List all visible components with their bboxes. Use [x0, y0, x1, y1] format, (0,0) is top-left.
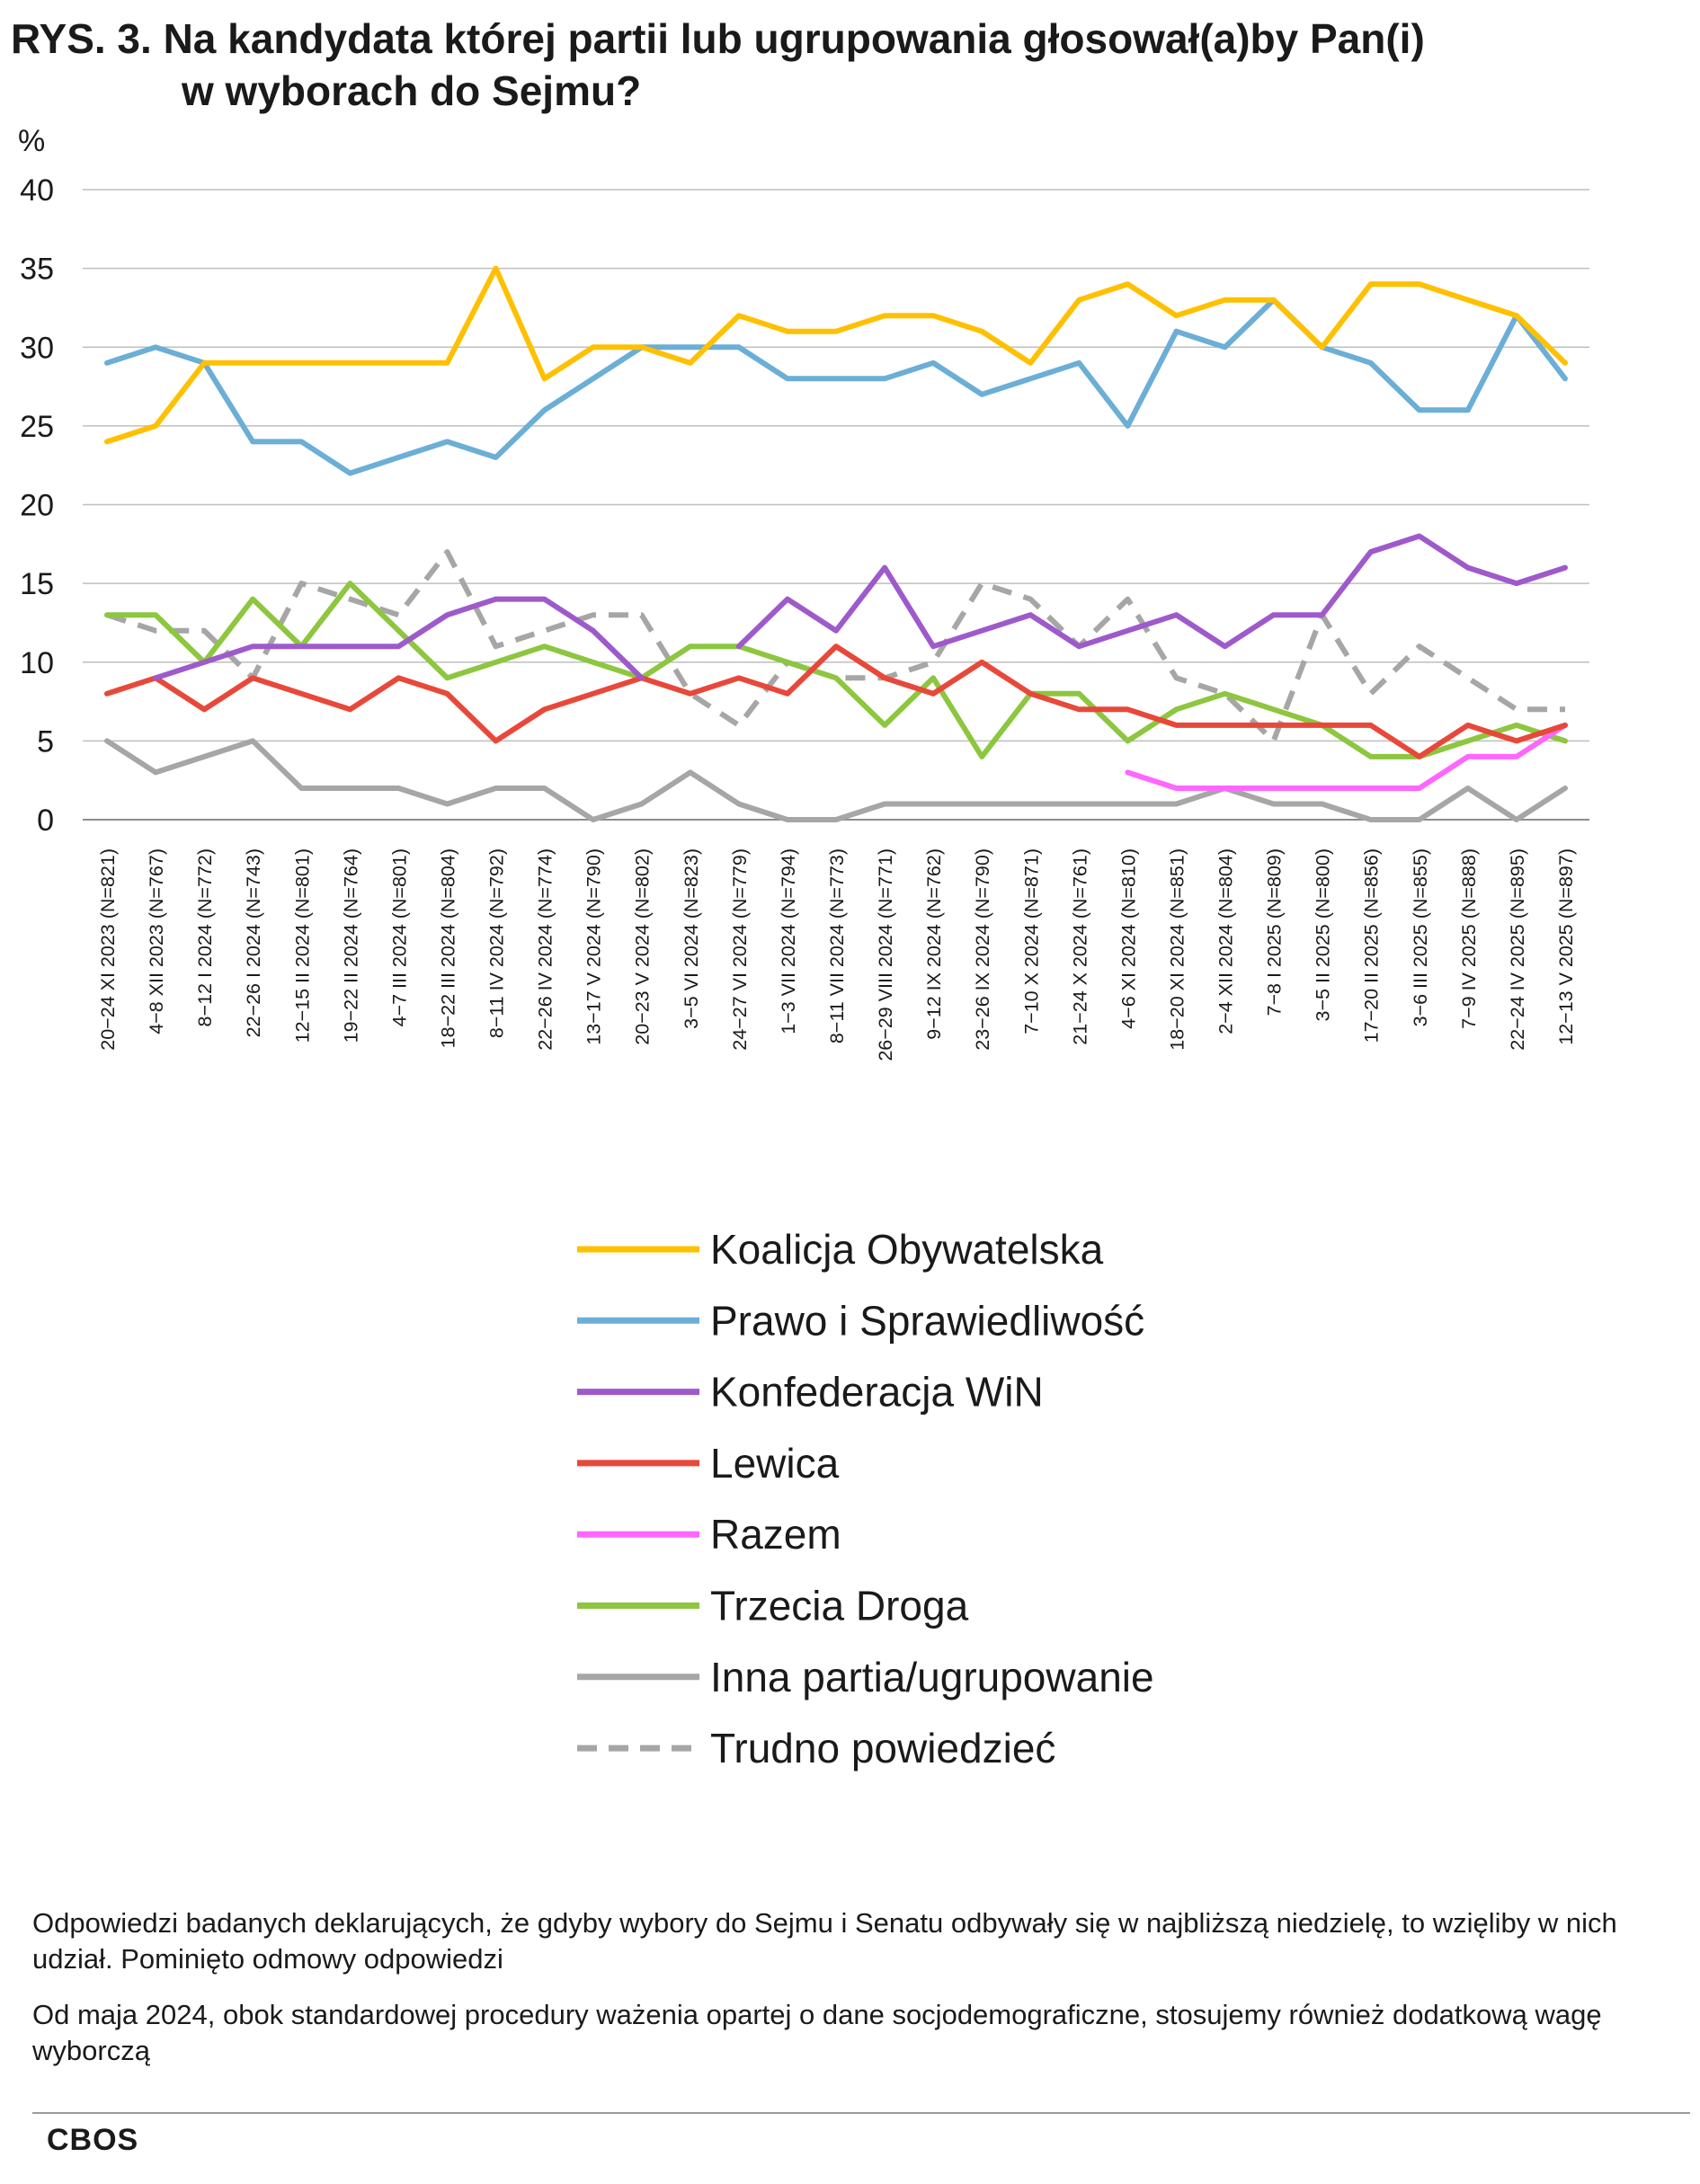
- series-line-inna-partia-ugrupowanie: [104, 738, 1568, 822]
- series-line-prawo-i-sprawiedliwo: [104, 297, 1568, 476]
- legend-label-prawo-i-sprawiedliwo: Prawo i Sprawiedliwość: [710, 1297, 1144, 1344]
- chart-title-line1: RYS. 3. Na kandydata której partii lub u…: [11, 15, 1425, 62]
- footnote-respondents: Odpowiedzi badanych deklarujących, że gd…: [32, 1907, 1617, 1975]
- y-tick-label: 5: [37, 724, 54, 759]
- series-line-konfederacja-win: [153, 596, 645, 681]
- x-tick-label: 20−24 XI 2023 (N=821): [97, 848, 119, 1051]
- x-tick-label: 8−11 IV 2024 (N=792): [486, 848, 508, 1038]
- series-line-lewica: [104, 644, 1568, 759]
- x-tick-label: 21−24 X 2024 (N=761): [1069, 848, 1090, 1045]
- legend-label-koalicja-obywatelska: Koalicja Obywatelska: [710, 1226, 1104, 1273]
- x-tick-label: 7−8 I 2025 (N=809): [1264, 848, 1286, 1016]
- x-tick-label: 4−6 XI 2024 (N=810): [1117, 848, 1139, 1029]
- footnote-weighting: Od maja 2024, obok standardowej procedur…: [32, 1999, 1602, 2066]
- x-tick-label: 17−20 II 2025 (N=856): [1361, 848, 1383, 1043]
- legend-label-razem: Razem: [710, 1511, 841, 1558]
- x-tick-label: 18−22 III 2024 (N=804): [437, 848, 458, 1048]
- x-tick-label: 4−8 XII 2023 (N=767): [146, 848, 167, 1034]
- y-tick-label: 40: [20, 173, 54, 208]
- chart-title-line2: w wyborach do Sejmu?: [182, 67, 642, 114]
- line-chart: % 0 5 10 15 20 25 30 35 40 20−24 XI 2023 (N=821) 4…: [18, 124, 1589, 1771]
- legend-label-konfederacja-win: Konfederacja WiN: [710, 1369, 1044, 1416]
- brand-logo: CBOS: [47, 2123, 139, 2157]
- y-axis-unit-label: %: [18, 124, 45, 158]
- x-tick-label: 3−5 II 2025 (N=800): [1313, 848, 1334, 1021]
- legend-label-trudno-powiedzie: Trudno powiedzieć: [710, 1725, 1055, 1771]
- x-tick-label: 19−22 II 2024 (N=764): [340, 848, 361, 1043]
- y-tick-label: 15: [20, 567, 54, 601]
- series-lines: [104, 265, 1568, 822]
- x-tick-label: 1−3 VII 2024 (N=794): [778, 848, 799, 1034]
- series-line-razem: [1125, 722, 1568, 791]
- divider: [32, 2112, 1690, 2114]
- x-tick-label: 26−29 VIII 2024 (N=771): [875, 848, 896, 1061]
- legend-label-inna-partia-ugrupowanie: Inna partia/ugrupowanie: [710, 1654, 1154, 1700]
- series-line-trzecia-droga: [104, 581, 1568, 759]
- x-tick-label: 3−5 VI 2024 (N=823): [681, 848, 702, 1029]
- x-tick-label: 24−27 VI 2024 (N=779): [729, 848, 751, 1051]
- grid-lines: [83, 189, 1589, 821]
- y-tick-label: 10: [20, 646, 54, 680]
- y-tick-label: 30: [20, 331, 54, 365]
- x-axis-ticks: 20−24 XI 2023 (N=821) 4−8 XII 2023 (N=767…: [97, 848, 1577, 1061]
- y-tick-label: 20: [20, 489, 54, 523]
- series-line-konfederacja-win: [735, 533, 1568, 650]
- legend-label-trzecia-droga: Trzecia Droga: [710, 1583, 969, 1629]
- x-tick-label: 22−26 IV 2024 (N=774): [535, 848, 556, 1051]
- x-tick-label: 4−7 III 2024 (N=801): [388, 848, 410, 1026]
- x-tick-label: 18−20 XI 2024 (N=851): [1166, 848, 1188, 1051]
- legend-label-lewica: Lewica: [710, 1440, 840, 1487]
- x-tick-label: 20−23 V 2024 (N=802): [632, 848, 654, 1045]
- x-tick-label: 7−9 IV 2025 (N=888): [1458, 848, 1480, 1029]
- x-tick-label: 22−24 IV 2025 (N=895): [1507, 848, 1528, 1051]
- y-tick-label: 35: [20, 253, 54, 287]
- x-tick-label: 23−26 IX 2024 (N=790): [972, 848, 993, 1051]
- x-tick-label: 13−17 V 2024 (N=790): [583, 848, 605, 1045]
- series-line-koalicja-obywatelska: [104, 265, 1568, 445]
- x-tick-label: 8−12 I 2024 (N=772): [194, 848, 216, 1026]
- x-tick-label: 22−26 I 2024 (N=743): [243, 848, 264, 1037]
- x-tick-label: 12−15 II 2024 (N=801): [291, 848, 313, 1043]
- legend: Koalicja Obywatelska Prawo i Sprawiedliwo…: [577, 1226, 1154, 1771]
- x-tick-label: 8−11 VII 2024 (N=773): [826, 848, 848, 1043]
- y-tick-label: 0: [37, 803, 54, 838]
- y-axis-ticks: % 0 5 10 15 20 25 30 35 40: [18, 124, 54, 838]
- x-tick-label: 7−10 X 2024 (N=871): [1020, 848, 1042, 1034]
- x-tick-label: 9−12 IX 2024 (N=762): [923, 848, 945, 1040]
- x-tick-label: 3−6 III 2025 (N=855): [1410, 848, 1431, 1026]
- x-tick-label: 2−4 XII 2024 (N=804): [1215, 848, 1237, 1034]
- x-tick-label: 12−13 V 2025 (N=897): [1555, 848, 1577, 1045]
- chart-title: RYS. 3. Na kandydata której partii lub u…: [11, 13, 1683, 117]
- y-tick-label: 25: [20, 410, 54, 444]
